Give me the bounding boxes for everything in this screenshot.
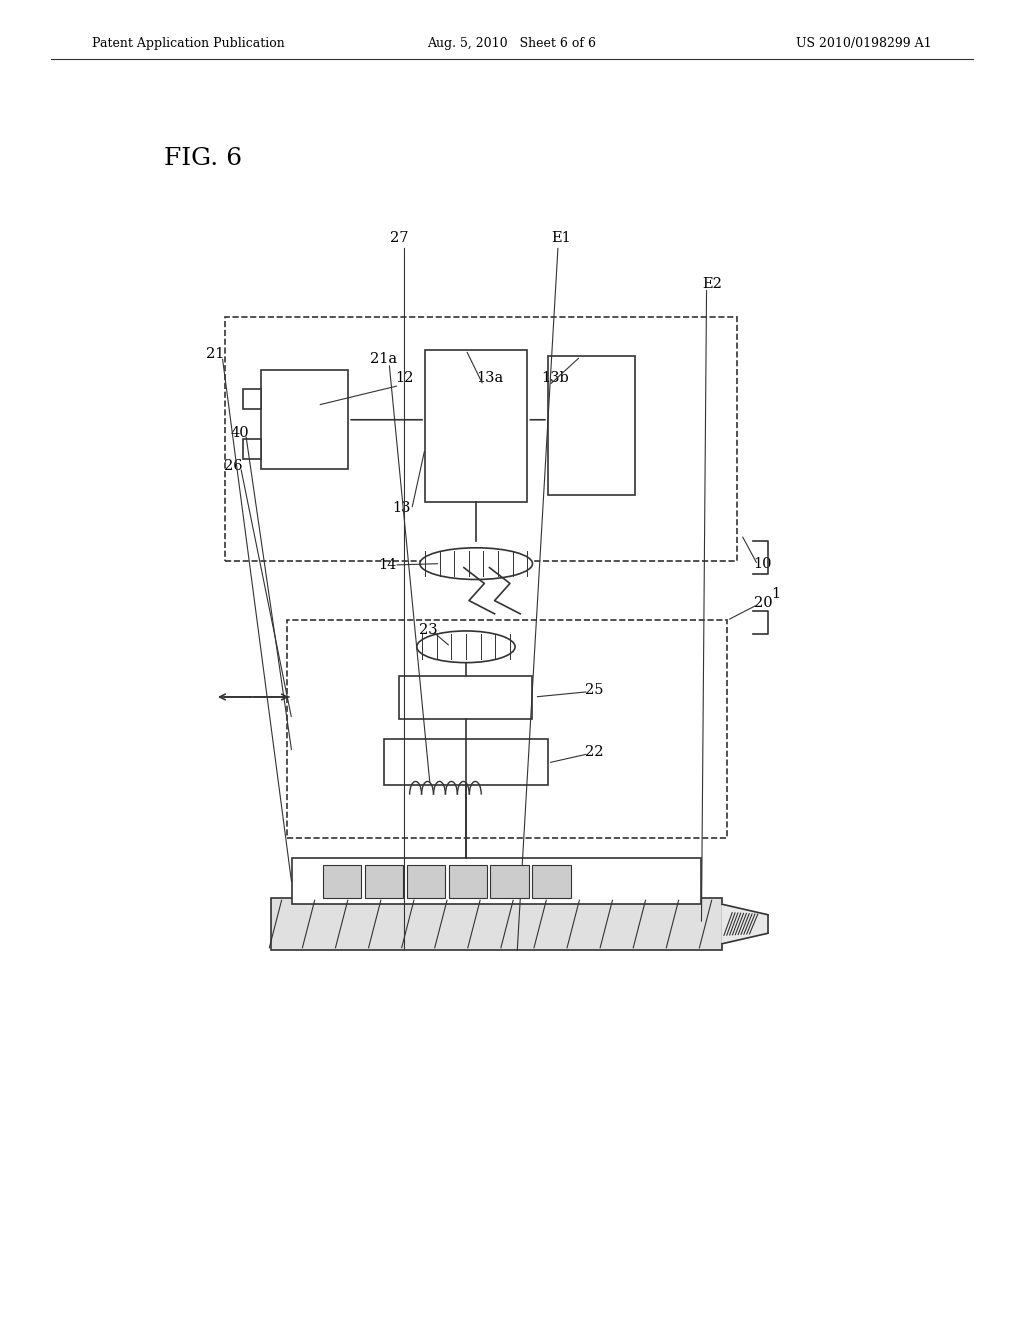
FancyBboxPatch shape — [449, 865, 487, 898]
FancyBboxPatch shape — [243, 438, 261, 459]
FancyBboxPatch shape — [261, 370, 348, 469]
Text: E1: E1 — [551, 231, 571, 244]
Text: 40: 40 — [230, 426, 249, 440]
Text: Patent Application Publication: Patent Application Publication — [92, 37, 285, 50]
FancyBboxPatch shape — [425, 350, 527, 502]
Text: 14: 14 — [378, 558, 396, 572]
Text: 12: 12 — [395, 371, 414, 384]
Text: 22: 22 — [585, 746, 603, 759]
Text: 25: 25 — [585, 684, 603, 697]
Text: FIG. 6: FIG. 6 — [164, 147, 242, 170]
Text: US 2010/0198299 A1: US 2010/0198299 A1 — [797, 37, 932, 50]
FancyBboxPatch shape — [384, 739, 548, 785]
FancyBboxPatch shape — [399, 676, 532, 719]
Text: 1: 1 — [772, 587, 780, 601]
FancyBboxPatch shape — [287, 620, 727, 838]
Text: E2: E2 — [701, 277, 722, 290]
Text: 13a: 13a — [476, 371, 503, 384]
Text: 13: 13 — [392, 502, 411, 515]
FancyBboxPatch shape — [292, 858, 701, 904]
FancyBboxPatch shape — [225, 317, 737, 561]
Text: 13b: 13b — [541, 371, 569, 384]
Ellipse shape — [420, 548, 532, 579]
FancyBboxPatch shape — [365, 865, 403, 898]
Text: 20: 20 — [754, 597, 772, 610]
FancyBboxPatch shape — [490, 865, 529, 898]
Text: 21a: 21a — [371, 352, 397, 366]
FancyBboxPatch shape — [323, 865, 361, 898]
FancyBboxPatch shape — [271, 898, 722, 950]
FancyBboxPatch shape — [548, 356, 635, 495]
FancyBboxPatch shape — [407, 865, 445, 898]
Text: 27: 27 — [390, 231, 409, 244]
Text: 10: 10 — [754, 557, 772, 570]
Ellipse shape — [417, 631, 515, 663]
FancyBboxPatch shape — [243, 389, 261, 409]
Text: 26: 26 — [224, 459, 243, 473]
Text: Aug. 5, 2010   Sheet 6 of 6: Aug. 5, 2010 Sheet 6 of 6 — [427, 37, 597, 50]
FancyBboxPatch shape — [532, 865, 571, 898]
Text: 21: 21 — [206, 347, 224, 360]
Text: 23: 23 — [419, 623, 437, 636]
Polygon shape — [722, 904, 768, 944]
